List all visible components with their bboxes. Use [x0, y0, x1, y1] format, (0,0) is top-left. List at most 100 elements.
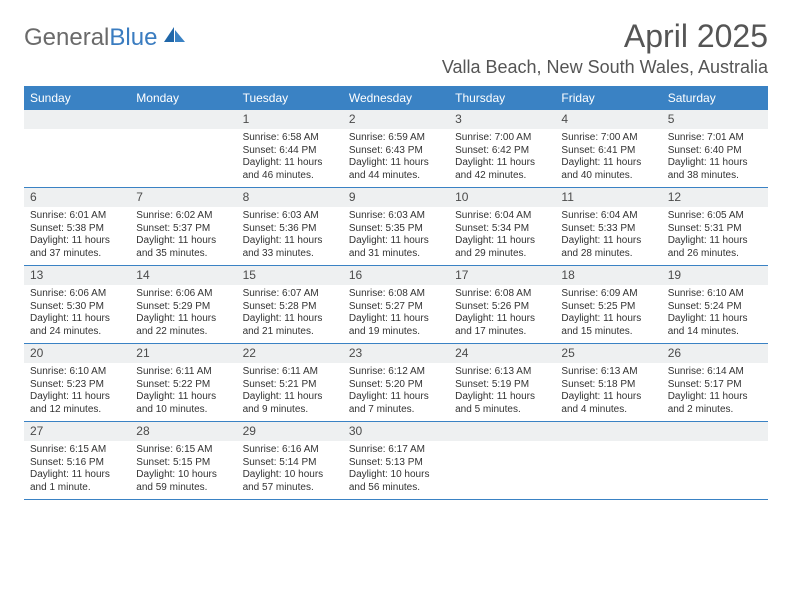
daylight-text: Daylight: 11 hours and 22 minutes.: [136, 313, 230, 338]
daylight-text: Daylight: 11 hours and 31 minutes.: [349, 235, 443, 260]
sunset-text: Sunset: 5:22 PM: [136, 379, 230, 392]
day-details: Sunrise: 7:00 AMSunset: 6:42 PMDaylight:…: [449, 129, 555, 187]
weekday-label: Tuesday: [237, 86, 343, 110]
day-number: 12: [662, 188, 768, 207]
sunrise-text: Sunrise: 6:07 AM: [243, 288, 337, 301]
sunset-text: Sunset: 5:29 PM: [136, 301, 230, 314]
daylight-text: Daylight: 11 hours and 40 minutes.: [561, 157, 655, 182]
day-cell: 16Sunrise: 6:08 AMSunset: 5:27 PMDayligh…: [343, 266, 449, 343]
day-number: [449, 422, 555, 441]
sunrise-text: Sunrise: 6:16 AM: [243, 444, 337, 457]
weeks-container: 1Sunrise: 6:58 AMSunset: 6:44 PMDaylight…: [24, 110, 768, 500]
day-number: 17: [449, 266, 555, 285]
daylight-text: Daylight: 11 hours and 24 minutes.: [30, 313, 124, 338]
sunrise-text: Sunrise: 6:05 AM: [668, 210, 762, 223]
day-number: 7: [130, 188, 236, 207]
sunrise-text: Sunrise: 6:02 AM: [136, 210, 230, 223]
day-cell: 24Sunrise: 6:13 AMSunset: 5:19 PMDayligh…: [449, 344, 555, 421]
sunrise-text: Sunrise: 6:06 AM: [30, 288, 124, 301]
sunrise-text: Sunrise: 6:13 AM: [455, 366, 549, 379]
weekday-label: Thursday: [449, 86, 555, 110]
sunrise-text: Sunrise: 6:03 AM: [243, 210, 337, 223]
sunrise-text: Sunrise: 6:11 AM: [243, 366, 337, 379]
day-number: 25: [555, 344, 661, 363]
daylight-text: Daylight: 11 hours and 2 minutes.: [668, 391, 762, 416]
day-cell: 4Sunrise: 7:00 AMSunset: 6:41 PMDaylight…: [555, 110, 661, 187]
calendar-grid: Sunday Monday Tuesday Wednesday Thursday…: [24, 86, 768, 500]
day-number: 5: [662, 110, 768, 129]
week-row: 1Sunrise: 6:58 AMSunset: 6:44 PMDaylight…: [24, 110, 768, 188]
month-title: April 2025: [442, 18, 768, 55]
daylight-text: Daylight: 11 hours and 12 minutes.: [30, 391, 124, 416]
sunset-text: Sunset: 5:30 PM: [30, 301, 124, 314]
sunset-text: Sunset: 5:18 PM: [561, 379, 655, 392]
day-details: Sunrise: 6:10 AMSunset: 5:24 PMDaylight:…: [662, 285, 768, 343]
day-number: 13: [24, 266, 130, 285]
sunrise-text: Sunrise: 6:06 AM: [136, 288, 230, 301]
day-number: 19: [662, 266, 768, 285]
daylight-text: Daylight: 11 hours and 46 minutes.: [243, 157, 337, 182]
day-cell: 3Sunrise: 7:00 AMSunset: 6:42 PMDaylight…: [449, 110, 555, 187]
sunrise-text: Sunrise: 6:10 AM: [30, 366, 124, 379]
daylight-text: Daylight: 11 hours and 21 minutes.: [243, 313, 337, 338]
sunset-text: Sunset: 5:28 PM: [243, 301, 337, 314]
day-details: Sunrise: 6:59 AMSunset: 6:43 PMDaylight:…: [343, 129, 449, 187]
daylight-text: Daylight: 11 hours and 10 minutes.: [136, 391, 230, 416]
day-cell: [449, 422, 555, 499]
daylight-text: Daylight: 11 hours and 15 minutes.: [561, 313, 655, 338]
weekday-header: Sunday Monday Tuesday Wednesday Thursday…: [24, 86, 768, 110]
day-cell: 28Sunrise: 6:15 AMSunset: 5:15 PMDayligh…: [130, 422, 236, 499]
day-details: Sunrise: 6:13 AMSunset: 5:19 PMDaylight:…: [449, 363, 555, 421]
daylight-text: Daylight: 11 hours and 9 minutes.: [243, 391, 337, 416]
daylight-text: Daylight: 10 hours and 59 minutes.: [136, 469, 230, 494]
day-details: Sunrise: 6:15 AMSunset: 5:16 PMDaylight:…: [24, 441, 130, 499]
sunset-text: Sunset: 5:36 PM: [243, 223, 337, 236]
day-cell: [24, 110, 130, 187]
sunrise-text: Sunrise: 6:10 AM: [668, 288, 762, 301]
day-details: Sunrise: 6:11 AMSunset: 5:22 PMDaylight:…: [130, 363, 236, 421]
day-details: Sunrise: 6:10 AMSunset: 5:23 PMDaylight:…: [24, 363, 130, 421]
daylight-text: Daylight: 11 hours and 29 minutes.: [455, 235, 549, 260]
day-cell: 9Sunrise: 6:03 AMSunset: 5:35 PMDaylight…: [343, 188, 449, 265]
sunset-text: Sunset: 5:17 PM: [668, 379, 762, 392]
sunset-text: Sunset: 5:20 PM: [349, 379, 443, 392]
daylight-text: Daylight: 10 hours and 57 minutes.: [243, 469, 337, 494]
daylight-text: Daylight: 11 hours and 14 minutes.: [668, 313, 762, 338]
sunset-text: Sunset: 5:14 PM: [243, 457, 337, 470]
day-cell: 21Sunrise: 6:11 AMSunset: 5:22 PMDayligh…: [130, 344, 236, 421]
day-details: Sunrise: 6:03 AMSunset: 5:35 PMDaylight:…: [343, 207, 449, 265]
day-details: Sunrise: 6:08 AMSunset: 5:27 PMDaylight:…: [343, 285, 449, 343]
daylight-text: Daylight: 11 hours and 38 minutes.: [668, 157, 762, 182]
sunrise-text: Sunrise: 6:04 AM: [561, 210, 655, 223]
day-number: 3: [449, 110, 555, 129]
day-number: 18: [555, 266, 661, 285]
day-number: 11: [555, 188, 661, 207]
weekday-label: Wednesday: [343, 86, 449, 110]
sunset-text: Sunset: 6:40 PM: [668, 145, 762, 158]
sunset-text: Sunset: 5:38 PM: [30, 223, 124, 236]
week-row: 13Sunrise: 6:06 AMSunset: 5:30 PMDayligh…: [24, 266, 768, 344]
page-header: GeneralBlue April 2025 Valla Beach, New …: [24, 18, 768, 78]
sunset-text: Sunset: 5:35 PM: [349, 223, 443, 236]
day-cell: [662, 422, 768, 499]
sunrise-text: Sunrise: 6:09 AM: [561, 288, 655, 301]
day-details: Sunrise: 6:01 AMSunset: 5:38 PMDaylight:…: [24, 207, 130, 265]
day-cell: 11Sunrise: 6:04 AMSunset: 5:33 PMDayligh…: [555, 188, 661, 265]
day-details: Sunrise: 6:12 AMSunset: 5:20 PMDaylight:…: [343, 363, 449, 421]
day-cell: 27Sunrise: 6:15 AMSunset: 5:16 PMDayligh…: [24, 422, 130, 499]
day-details: Sunrise: 6:07 AMSunset: 5:28 PMDaylight:…: [237, 285, 343, 343]
day-number: 1: [237, 110, 343, 129]
sunset-text: Sunset: 5:24 PM: [668, 301, 762, 314]
sunrise-text: Sunrise: 7:00 AM: [455, 132, 549, 145]
daylight-text: Daylight: 11 hours and 42 minutes.: [455, 157, 549, 182]
day-cell: 19Sunrise: 6:10 AMSunset: 5:24 PMDayligh…: [662, 266, 768, 343]
sunrise-text: Sunrise: 6:14 AM: [668, 366, 762, 379]
sunrise-text: Sunrise: 7:00 AM: [561, 132, 655, 145]
sunset-text: Sunset: 5:15 PM: [136, 457, 230, 470]
day-details: Sunrise: 6:03 AMSunset: 5:36 PMDaylight:…: [237, 207, 343, 265]
day-number: 6: [24, 188, 130, 207]
sunset-text: Sunset: 5:23 PM: [30, 379, 124, 392]
day-cell: 20Sunrise: 6:10 AMSunset: 5:23 PMDayligh…: [24, 344, 130, 421]
day-cell: 1Sunrise: 6:58 AMSunset: 6:44 PMDaylight…: [237, 110, 343, 187]
day-cell: 7Sunrise: 6:02 AMSunset: 5:37 PMDaylight…: [130, 188, 236, 265]
